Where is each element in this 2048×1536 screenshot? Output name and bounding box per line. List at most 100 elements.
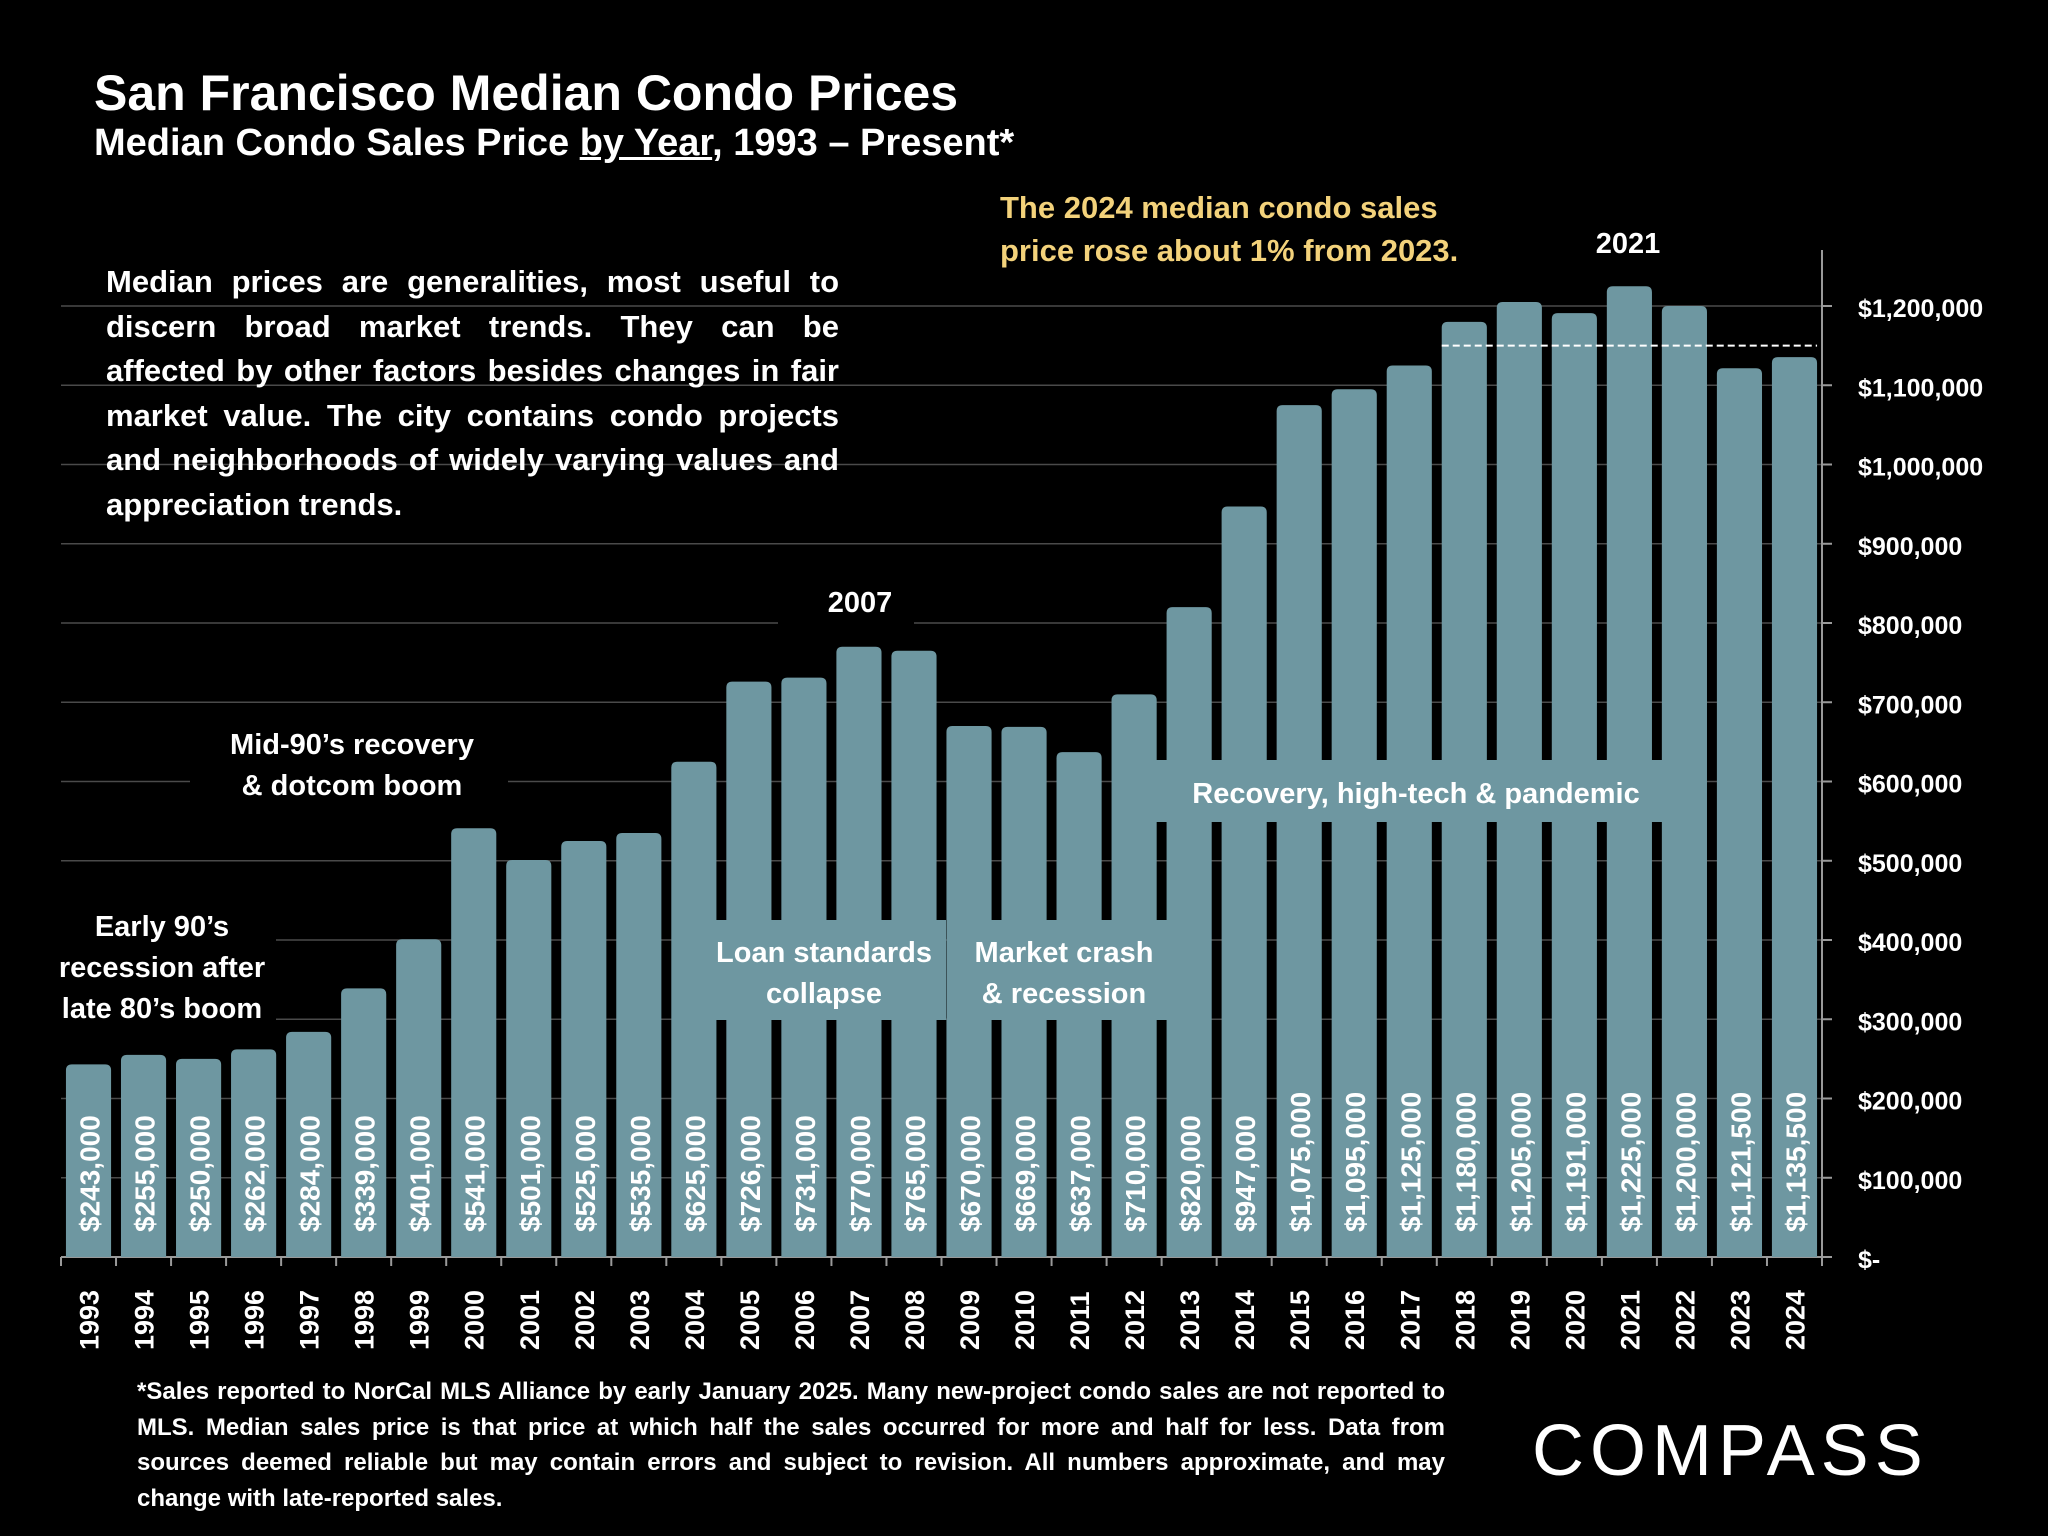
- annotation-text: 2007: [828, 587, 893, 619]
- x-tick-label: 2011: [1065, 1291, 1095, 1350]
- annotation-text: Early 90’s: [95, 911, 229, 943]
- data-label: $262,000: [240, 1115, 271, 1232]
- x-tick-label: 2024: [1780, 1290, 1810, 1350]
- subtitle-suffix: , 1993 – Present*: [712, 122, 1015, 164]
- annotation-backdrop: [190, 712, 508, 810]
- y-tick-label: $1,200,000: [1858, 295, 1983, 323]
- data-label: $820,000: [1175, 1115, 1206, 1232]
- x-tick-label: 1993: [75, 1290, 105, 1350]
- x-tick-label: 2008: [900, 1290, 930, 1350]
- y-tick-label: $400,000: [1858, 929, 1962, 957]
- x-tick-label: 1997: [295, 1290, 325, 1350]
- annotation-text: & dotcom boom: [242, 770, 463, 802]
- bar-2023: [1716, 368, 1763, 1257]
- footnote: *Sales reported to NorCal MLS Alliance b…: [137, 1378, 1445, 1512]
- annotation-backdrop: [1150, 760, 1670, 822]
- subtitle-underlined: by Year: [579, 122, 713, 164]
- x-tick-label: 1999: [405, 1290, 435, 1350]
- data-label: $1,180,000: [1450, 1092, 1481, 1232]
- compass-logo: COMPASS: [1532, 1411, 1929, 1491]
- data-label: $284,000: [295, 1115, 326, 1232]
- bar-2015: [1276, 405, 1322, 1257]
- annotation-backdrop: [1568, 220, 1688, 270]
- data-label: $947,000: [1230, 1115, 1261, 1232]
- y-tick-label: $600,000: [1858, 771, 1962, 799]
- data-label: $637,000: [1065, 1115, 1096, 1232]
- subtitle-prefix: Median Condo Sales Price: [94, 122, 580, 164]
- data-label: $501,000: [515, 1115, 546, 1232]
- data-label: $770,000: [845, 1115, 876, 1232]
- data-label: $731,000: [790, 1115, 821, 1232]
- bar-1993: [65, 1064, 112, 1257]
- bar-2016: [1331, 389, 1377, 1257]
- y-tick-label: $1,000,000: [1858, 454, 1983, 482]
- data-label: $625,000: [680, 1115, 711, 1232]
- x-tick-label: 2021: [1615, 1290, 1645, 1350]
- annotation-backdrop: [950, 920, 1178, 1020]
- data-label: $1,225,000: [1615, 1092, 1646, 1232]
- bar-1999: [396, 939, 442, 1257]
- y-tick-label: $-: [1858, 1246, 1880, 1274]
- x-tick-label: 2004: [680, 1290, 710, 1350]
- explanation-text: Median prices are generalities, most use…: [106, 264, 839, 522]
- annotation-text: Recovery, high-tech & pandemic: [1192, 778, 1639, 810]
- x-tick-label: 2001: [515, 1290, 545, 1350]
- bar-1998: [341, 988, 387, 1257]
- y-tick-label: $200,000: [1858, 1088, 1962, 1116]
- bar-2024: [1771, 357, 1818, 1258]
- bar-1994: [120, 1054, 167, 1257]
- x-tick-label: 2022: [1670, 1290, 1700, 1350]
- data-label: $726,000: [735, 1115, 766, 1232]
- y-tick-label: $700,000: [1858, 691, 1962, 719]
- x-tick-label: 1995: [185, 1290, 215, 1350]
- data-label: $541,000: [460, 1115, 491, 1232]
- page-subtitle: Median Condo Sales Price by Year, 1993 –…: [94, 122, 1014, 165]
- data-label: $1,205,000: [1505, 1092, 1536, 1232]
- bar-1996: [231, 1049, 277, 1257]
- y-tick-label: $800,000: [1858, 612, 1962, 640]
- y-tick-label: $900,000: [1858, 533, 1962, 561]
- annotation-text: late 80’s boom: [62, 993, 262, 1025]
- annotation-text: Mid-90’s recovery: [230, 729, 474, 761]
- x-tick-label: 2016: [1340, 1290, 1370, 1350]
- x-tick-label: 2013: [1175, 1290, 1205, 1350]
- annotation-backdrop: [52, 895, 276, 1030]
- data-label: $339,000: [350, 1115, 381, 1232]
- data-label: $525,000: [570, 1115, 601, 1232]
- data-label: $765,000: [900, 1115, 931, 1232]
- annotation-text: & recession: [982, 978, 1146, 1010]
- data-label: $1,095,000: [1340, 1092, 1371, 1232]
- x-tick-label: 2000: [460, 1290, 490, 1350]
- x-tick-label: 2018: [1450, 1290, 1480, 1350]
- annotation-backdrop: [778, 580, 914, 636]
- annotation-text: 2021: [1596, 228, 1661, 260]
- data-label: $1,135,500: [1780, 1092, 1811, 1232]
- x-tick-label: 2017: [1395, 1290, 1425, 1350]
- x-tick-label: 2003: [625, 1290, 655, 1350]
- y-tick-label: $1,100,000: [1858, 374, 1983, 402]
- data-label: $401,000: [405, 1115, 436, 1232]
- bar-2000: [451, 828, 497, 1257]
- y-tick-label: $500,000: [1858, 850, 1962, 878]
- x-tick-label: 2010: [1010, 1290, 1040, 1350]
- x-tick-label: 2015: [1285, 1290, 1315, 1350]
- data-label: $1,075,000: [1285, 1092, 1316, 1232]
- x-tick-label: 2019: [1505, 1290, 1535, 1350]
- x-tick-label: 1998: [350, 1290, 380, 1350]
- annotation-text: Loan standards: [716, 937, 932, 969]
- bar-2004: [671, 761, 717, 1257]
- data-label: $710,000: [1120, 1115, 1151, 1232]
- data-label: $1,191,000: [1560, 1092, 1591, 1232]
- y-tick-label: $100,000: [1858, 1167, 1962, 1195]
- data-label: $255,000: [130, 1115, 161, 1232]
- data-label: $1,125,000: [1395, 1092, 1426, 1232]
- bar-2001: [506, 859, 552, 1257]
- bar-2022: [1661, 306, 1707, 1257]
- x-tick-label: 1994: [130, 1290, 160, 1350]
- x-tick-label: 2014: [1230, 1290, 1260, 1350]
- annotation-text: recession after: [59, 952, 265, 984]
- annotation-text: collapse: [766, 978, 882, 1010]
- data-label: $250,000: [185, 1115, 216, 1232]
- bar-2002: [561, 840, 607, 1257]
